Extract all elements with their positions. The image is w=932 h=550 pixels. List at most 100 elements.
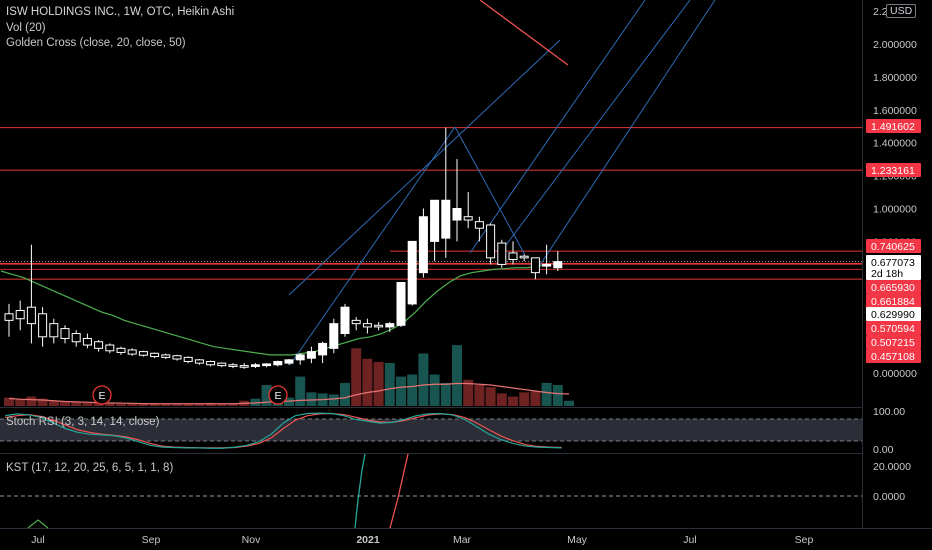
kst-label[interactable]: KST (17, 12, 20, 25, 6, 5, 1, 1, 8) (6, 462, 174, 474)
candle-body (82, 337, 92, 346)
kst-line (354, 453, 366, 529)
volume-bar (172, 403, 182, 406)
price-tick-label: 0.000000 (873, 368, 917, 380)
price-tag-label: 0.507215 (871, 337, 915, 349)
price-tag[interactable]: 0.661884 (866, 294, 921, 308)
candle-body (262, 363, 272, 367)
candle-body (239, 365, 249, 368)
candle-body (474, 221, 484, 229)
volume-bar (452, 345, 462, 406)
candle-body (228, 364, 238, 367)
candle-body (26, 306, 36, 325)
price-tag[interactable]: 0.507215 (866, 335, 921, 349)
price-tag[interactable]: 0.570594 (866, 321, 921, 335)
volume-bar (474, 385, 485, 406)
price-tag-label: 0.661884 (871, 296, 915, 308)
volume-bar (463, 379, 474, 406)
price-tag[interactable]: 1.233161 (866, 163, 921, 177)
price-tag-label: 0.570594 (871, 323, 915, 335)
volume-bar (384, 362, 395, 406)
price-tag-label: 0.740625 (871, 241, 915, 253)
earnings-marker-circle (268, 385, 288, 405)
candle-body (351, 319, 361, 325)
trend-line (289, 126, 456, 366)
price-tag-bg (866, 280, 921, 294)
volume-bar (216, 403, 227, 406)
time-tick-label: Sep (142, 534, 161, 546)
price-tag-label: 1.491602 (871, 121, 915, 133)
volume-bar (138, 403, 149, 406)
time-tick-label: May (567, 534, 588, 546)
volume-bar (26, 396, 37, 406)
golden-cross-indicator-label[interactable]: Golden Cross (close, 20, close, 50) (6, 37, 186, 49)
volume-indicator-label[interactable]: Vol (20) (6, 22, 46, 34)
volume-bar (485, 387, 496, 406)
price-tag-bg (866, 349, 921, 363)
candle-body (183, 356, 193, 362)
candle-body (127, 349, 137, 355)
stoch-rsi-label[interactable]: Stoch RSI (3, 3, 14, 14, close) (6, 416, 160, 428)
volume-bar (15, 399, 26, 406)
candle-body (161, 354, 171, 358)
chart-title: ISW HOLDINGS INC., 1W, OTC, Heikin Ashi (6, 6, 235, 18)
price-tag[interactable]: 2d 18h (866, 266, 921, 280)
price-tag-bg (866, 163, 921, 177)
candle-body (150, 352, 160, 358)
earnings-event-marker[interactable]: E (92, 385, 112, 405)
stoch-k-line (4, 412, 562, 449)
volume-bar (496, 393, 507, 406)
volume-bar (48, 400, 59, 406)
price-tag[interactable]: 0.665930 (866, 280, 921, 294)
candle-body (295, 354, 305, 361)
volume-bar (284, 397, 294, 406)
volume-bar (519, 392, 530, 406)
candle-body (273, 360, 283, 366)
trend-line (539, 0, 716, 266)
volume-bar (71, 401, 82, 406)
volume-bar (407, 374, 418, 406)
volume-bar (418, 353, 429, 406)
price-tag[interactable]: 0.740625 (866, 239, 921, 253)
price-tag-bg (866, 255, 921, 269)
time-tick-label: Sep (795, 534, 814, 546)
kst-line-early (27, 519, 49, 529)
time-tick-label: Jul (683, 534, 696, 546)
price-tag[interactable]: 0.629990 (866, 307, 921, 321)
kst-tick-label: 20.0000 (873, 461, 911, 473)
candle-body (194, 359, 204, 364)
candle-body (284, 359, 294, 364)
trend-line (469, 0, 646, 254)
price-tag-bg (866, 294, 921, 308)
candle-body (60, 328, 70, 339)
currency-badge[interactable]: USD (886, 4, 917, 18)
candle-body (105, 344, 115, 352)
candle-body (463, 216, 473, 221)
earnings-event-marker[interactable]: E (268, 385, 288, 405)
candle-body (138, 351, 148, 356)
candle-body (452, 208, 462, 221)
stoch-tick-label: 100.00 (873, 406, 905, 418)
volume-bar (351, 348, 362, 406)
volume-bar (205, 402, 216, 406)
candle-body (38, 313, 48, 338)
price-tag[interactable]: 1.491602 (866, 119, 921, 133)
volume-bar (541, 382, 552, 406)
volume-bar (127, 403, 138, 406)
earnings-marker-circle (92, 385, 112, 405)
candle-body (49, 323, 59, 338)
candle-body (217, 362, 227, 367)
candle-body (250, 364, 260, 367)
volume-bar (373, 361, 384, 406)
candle-body (418, 216, 428, 274)
price-tag[interactable]: 0.457108 (866, 349, 921, 363)
volume-bar (37, 398, 48, 406)
volume-bar (250, 398, 261, 406)
volume-bar (552, 385, 563, 406)
time-tick-label: Mar (453, 534, 472, 546)
volume-bar (228, 403, 238, 406)
candle-body (441, 199, 451, 239)
earnings-marker-label: E (98, 390, 105, 402)
candle-body (374, 324, 384, 328)
candle-body (542, 263, 552, 267)
